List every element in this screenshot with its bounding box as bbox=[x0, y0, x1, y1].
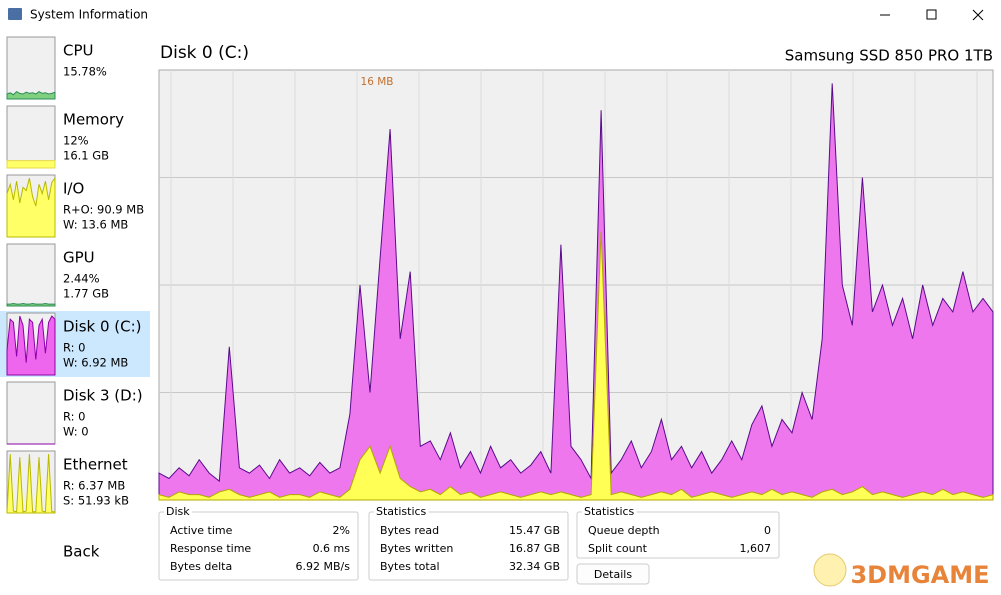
sidebar-value: 16.1 GB bbox=[63, 149, 109, 163]
sidebar-value: R: 6.37 MB bbox=[63, 479, 125, 493]
stat-value: 0.6 ms bbox=[313, 542, 351, 555]
sidebar-label: Ethernet bbox=[63, 456, 128, 474]
stat-value: 0 bbox=[764, 524, 771, 537]
thumb-graph bbox=[6, 315, 56, 376]
window-title: System Information bbox=[30, 8, 148, 22]
thumb-bg bbox=[6, 105, 56, 169]
write-area bbox=[158, 83, 994, 501]
sidebar-label: I/O bbox=[63, 180, 84, 198]
group-title-bg bbox=[582, 505, 637, 518]
stat-label: Active time bbox=[170, 524, 233, 537]
maximize-button[interactable] bbox=[926, 9, 937, 20]
group-title: Disk bbox=[166, 505, 190, 518]
stat-value: 15.47 GB bbox=[509, 524, 560, 537]
sidebar-value: S: 51.93 kB bbox=[63, 494, 129, 508]
stat-label: Bytes written bbox=[380, 542, 453, 555]
thumb-graph bbox=[6, 90, 56, 100]
sidebar-value: R: 0 bbox=[63, 410, 85, 424]
thumb-bg bbox=[6, 381, 56, 445]
thumb-graph bbox=[6, 454, 56, 514]
sidebar-value: 12% bbox=[63, 134, 89, 148]
group-title-bg bbox=[164, 505, 193, 518]
group-box bbox=[576, 511, 780, 559]
stat-value: 6.92 MB/s bbox=[296, 560, 351, 573]
stat-value: 32.34 GB bbox=[509, 560, 560, 573]
sidebar-label: Disk 0 (C:) bbox=[63, 318, 142, 336]
stat-label: Bytes delta bbox=[170, 560, 232, 573]
device-title: Disk 0 (C:) bbox=[160, 43, 249, 63]
sidebar-value: W: 0 bbox=[63, 425, 89, 439]
sidebar-value: 2.44% bbox=[63, 272, 100, 286]
thumb-graph bbox=[6, 176, 56, 238]
device-name: Samsung SSD 850 PRO 1TB bbox=[785, 47, 993, 65]
thumb-bg bbox=[6, 36, 56, 100]
sidebar-value: 15.78% bbox=[63, 65, 107, 79]
stat-label: Split count bbox=[588, 542, 648, 555]
group-title: Statistics bbox=[376, 505, 427, 518]
stat-value: 2% bbox=[333, 524, 350, 537]
sidebar-value: W: 13.6 MB bbox=[63, 218, 128, 232]
stat-label: Queue depth bbox=[588, 524, 660, 537]
back-button[interactable]: Back bbox=[63, 543, 100, 561]
stat-label: Bytes read bbox=[380, 524, 439, 537]
sidebar-label: CPU bbox=[63, 42, 94, 60]
group-title: Statistics bbox=[584, 505, 635, 518]
stat-value: 16.87 GB bbox=[509, 542, 560, 555]
group-title-bg bbox=[374, 505, 429, 518]
sidebar-value: R: 0 bbox=[63, 341, 85, 355]
sidebar-value: W: 6.92 MB bbox=[63, 356, 128, 370]
watermark: 3DMGAME bbox=[850, 561, 989, 589]
thumb-graph bbox=[6, 302, 56, 307]
scale-label: 16 MB bbox=[361, 76, 394, 88]
thumb-graph bbox=[6, 160, 56, 169]
sidebar-label: Disk 3 (D:) bbox=[63, 387, 143, 405]
details-label[interactable]: Details bbox=[594, 568, 632, 581]
sidebar-value: 1.77 GB bbox=[63, 287, 109, 301]
sidebar-label: GPU bbox=[63, 249, 95, 267]
details-button[interactable] bbox=[576, 563, 650, 585]
sidebar-label: Memory bbox=[63, 111, 124, 129]
read-area bbox=[158, 231, 994, 501]
sidebar-value: R+O: 90.9 MB bbox=[63, 203, 144, 217]
close-button[interactable] bbox=[972, 9, 984, 21]
stat-label: Bytes total bbox=[380, 560, 440, 573]
group-box bbox=[158, 511, 359, 581]
watermark-logo bbox=[813, 553, 847, 587]
thumb-bg bbox=[6, 243, 56, 307]
group-box bbox=[368, 511, 569, 581]
stat-label: Response time bbox=[170, 542, 251, 555]
stat-value: 1,607 bbox=[740, 542, 772, 555]
app-icon bbox=[8, 8, 22, 20]
